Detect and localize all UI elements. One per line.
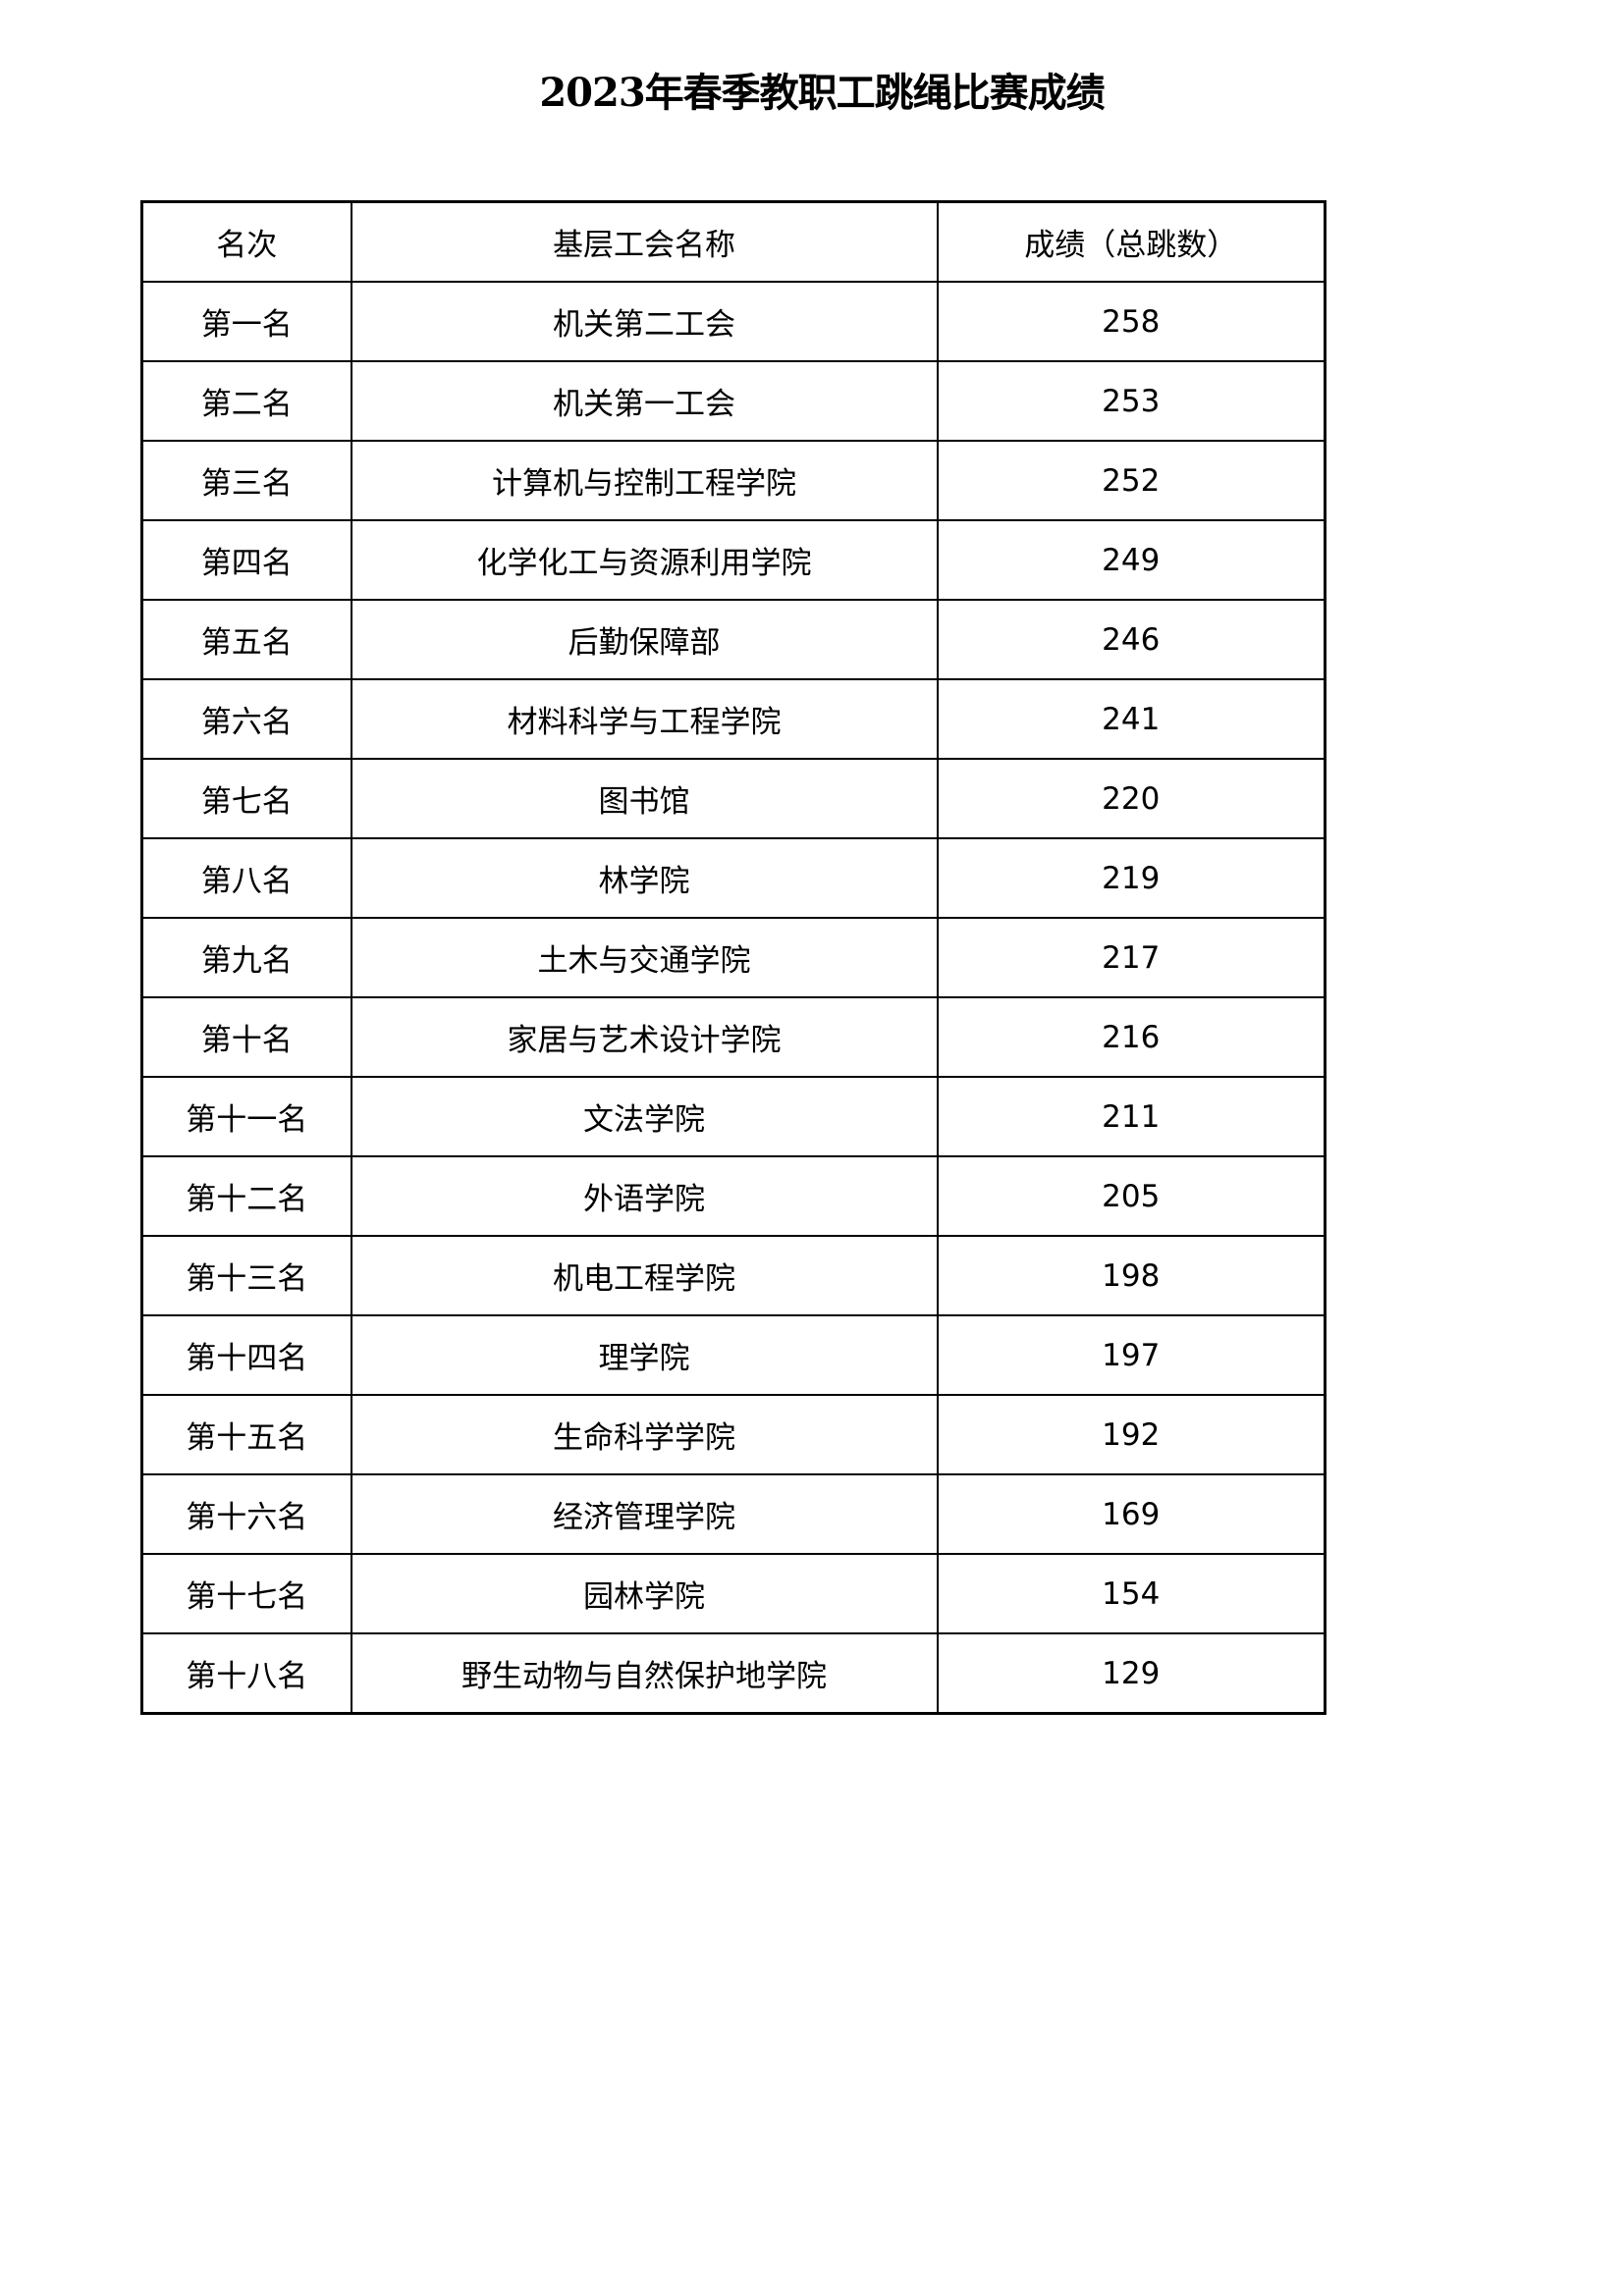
rank-cell: 第七名	[140, 758, 352, 839]
score-cell: 197	[936, 1314, 1326, 1396]
union-name-cell: 生命科学学院	[350, 1394, 939, 1475]
table-row: 第十一名 文法学院 211	[140, 1076, 1326, 1157]
union-name-cell: 外语学院	[350, 1155, 939, 1237]
score-cell: 217	[936, 917, 1326, 998]
score-cell: 129	[936, 1632, 1326, 1715]
union-name-cell: 化学化工与资源利用学院	[350, 519, 939, 601]
union-name-cell: 家居与艺术设计学院	[350, 996, 939, 1078]
rank-cell: 第一名	[140, 281, 352, 362]
table-row: 第四名 化学化工与资源利用学院 249	[140, 519, 1326, 601]
rank-cell: 第十一名	[140, 1076, 352, 1157]
table-row: 第六名 材料科学与工程学院 241	[140, 678, 1326, 760]
results-table: 名次 基层工会名称 成绩（总跳数） 第一名 机关第二工会 258 第二名 机关第一工会 2…	[140, 200, 1326, 1715]
union-name-cell: 机关第二工会	[350, 281, 939, 362]
table-row: 第七名 图书馆 220	[140, 758, 1326, 839]
rank-cell: 第六名	[140, 678, 352, 760]
union-name-cell: 林学院	[350, 837, 939, 919]
score-cell: 220	[936, 758, 1326, 839]
union-name-cell: 经济管理学院	[350, 1473, 939, 1555]
table-row: 第十八名 野生动物与自然保护地学院 129	[140, 1632, 1326, 1715]
union-name-cell: 园林学院	[350, 1553, 939, 1634]
score-cell: 154	[936, 1553, 1326, 1634]
score-cell: 241	[936, 678, 1326, 760]
score-cell: 216	[936, 996, 1326, 1078]
document-title: 2023年春季教职工跳绳比赛成绩	[539, 70, 1105, 116]
header-score: 成绩（总跳数）	[936, 200, 1326, 283]
table-row: 第十名 家居与艺术设计学院 216	[140, 996, 1326, 1078]
table-row: 第十四名 理学院 197	[140, 1314, 1326, 1396]
union-name-cell: 材料科学与工程学院	[350, 678, 939, 760]
rank-cell: 第九名	[140, 917, 352, 998]
score-cell: 249	[936, 519, 1326, 601]
union-name-cell: 计算机与控制工程学院	[350, 440, 939, 521]
score-cell: 252	[936, 440, 1326, 521]
rank-cell: 第三名	[140, 440, 352, 521]
union-name-cell: 理学院	[350, 1314, 939, 1396]
table-row: 第十二名 外语学院 205	[140, 1155, 1326, 1237]
union-name-cell: 后勤保障部	[350, 599, 939, 680]
table-row: 第九名 土木与交通学院 217	[140, 917, 1326, 998]
rank-cell: 第十二名	[140, 1155, 352, 1237]
rank-cell: 第八名	[140, 837, 352, 919]
score-cell: 192	[936, 1394, 1326, 1475]
rank-cell: 第二名	[140, 360, 352, 442]
rank-cell: 第四名	[140, 519, 352, 601]
rank-cell: 第五名	[140, 599, 352, 680]
score-cell: 211	[936, 1076, 1326, 1157]
score-cell: 205	[936, 1155, 1326, 1237]
table-row: 第三名 计算机与控制工程学院 252	[140, 440, 1326, 521]
union-name-cell: 文法学院	[350, 1076, 939, 1157]
rank-cell: 第十六名	[140, 1473, 352, 1555]
header-row: 名次 基层工会名称 成绩（总跳数）	[140, 200, 1326, 283]
table-row: 第十六名 经济管理学院 169	[140, 1473, 1326, 1555]
rank-cell: 第十四名	[140, 1314, 352, 1396]
score-cell: 169	[936, 1473, 1326, 1555]
score-cell: 198	[936, 1235, 1326, 1316]
header-rank: 名次	[140, 200, 352, 283]
score-cell: 246	[936, 599, 1326, 680]
rank-cell: 第十三名	[140, 1235, 352, 1316]
table-row: 第十三名 机电工程学院 198	[140, 1235, 1326, 1316]
score-cell: 253	[936, 360, 1326, 442]
table-row: 第五名 后勤保障部 246	[140, 599, 1326, 680]
rank-cell: 第十八名	[140, 1632, 352, 1715]
union-name-cell: 机关第一工会	[350, 360, 939, 442]
header-union-name: 基层工会名称	[350, 200, 939, 283]
rank-cell: 第十名	[140, 996, 352, 1078]
table-row: 第十七名 园林学院 154	[140, 1553, 1326, 1634]
union-name-cell: 机电工程学院	[350, 1235, 939, 1316]
table-row: 第一名 机关第二工会 258	[140, 281, 1326, 362]
score-cell: 258	[936, 281, 1326, 362]
table-row: 第十五名 生命科学学院 192	[140, 1394, 1326, 1475]
rank-cell: 第十五名	[140, 1394, 352, 1475]
rank-cell: 第十七名	[140, 1553, 352, 1634]
union-name-cell: 图书馆	[350, 758, 939, 839]
union-name-cell: 土木与交通学院	[350, 917, 939, 998]
table-row: 第二名 机关第一工会 253	[140, 360, 1326, 442]
score-cell: 219	[936, 837, 1326, 919]
union-name-cell: 野生动物与自然保护地学院	[350, 1632, 939, 1715]
table-row: 第八名 林学院 219	[140, 837, 1326, 919]
